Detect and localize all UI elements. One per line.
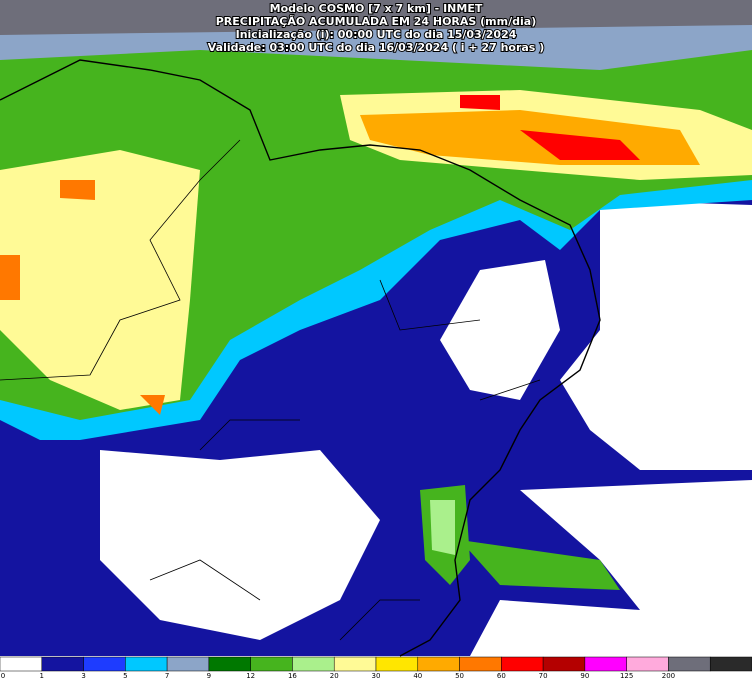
legend-label: 60 bbox=[497, 672, 506, 680]
legend-label: 40 bbox=[413, 672, 422, 680]
legend-swatch bbox=[125, 656, 168, 672]
legend-swatch bbox=[501, 656, 544, 672]
legend-swatch bbox=[375, 656, 419, 672]
legend-swatch bbox=[668, 656, 711, 672]
precipitation-field bbox=[0, 0, 752, 656]
legend-swatch bbox=[709, 656, 752, 672]
title-line: PRECIPITAÇÃO ACUMULADA EM 24 HORAS (mm/d… bbox=[216, 15, 536, 28]
title-line: Modelo COSMO [7 x 7 km] - INMET bbox=[270, 2, 483, 15]
legend-label: 0 bbox=[1, 672, 5, 680]
title-line: Validade: 03:00 UTC do dia 16/03/2024 ( … bbox=[208, 41, 544, 54]
legend-label: 90 bbox=[580, 672, 589, 680]
legend-label: 7 bbox=[165, 672, 169, 680]
legend-label: 70 bbox=[539, 672, 548, 680]
legend-swatch bbox=[542, 656, 586, 672]
legend-label: 30 bbox=[372, 672, 381, 680]
color-legend: 0 1 3 5 7 9 12 16 20 30 40 50 60 70 90 125 200 bbox=[0, 656, 752, 680]
legend-swatch bbox=[417, 656, 460, 672]
legend-label: 1 bbox=[40, 672, 44, 680]
legend-swatch bbox=[83, 656, 126, 672]
borders bbox=[0, 59, 601, 657]
title-line: Inicialização (i): 00:00 UTC do dia 15/0… bbox=[236, 28, 517, 41]
legend-swatch bbox=[166, 656, 210, 672]
legend-swatch bbox=[208, 656, 251, 672]
legend-label: 125 bbox=[620, 672, 633, 680]
legend-swatch bbox=[626, 656, 669, 672]
legend-swatch bbox=[584, 656, 627, 672]
legend-label: 20 bbox=[330, 672, 339, 680]
legend-label: 16 bbox=[288, 672, 297, 680]
legend-label: 5 bbox=[123, 672, 127, 680]
legend-label: 12 bbox=[246, 672, 255, 680]
legend-label: 3 bbox=[81, 672, 85, 680]
legend-swatch bbox=[0, 656, 43, 672]
legend-swatch bbox=[459, 656, 502, 672]
legend-label: 9 bbox=[207, 672, 211, 680]
legend-swatch bbox=[250, 656, 293, 672]
legend-swatch bbox=[292, 656, 335, 672]
legend-swatch bbox=[333, 656, 377, 672]
legend-label: 200 bbox=[662, 672, 675, 680]
legend-swatch bbox=[41, 656, 84, 672]
legend-label: 50 bbox=[455, 672, 464, 680]
